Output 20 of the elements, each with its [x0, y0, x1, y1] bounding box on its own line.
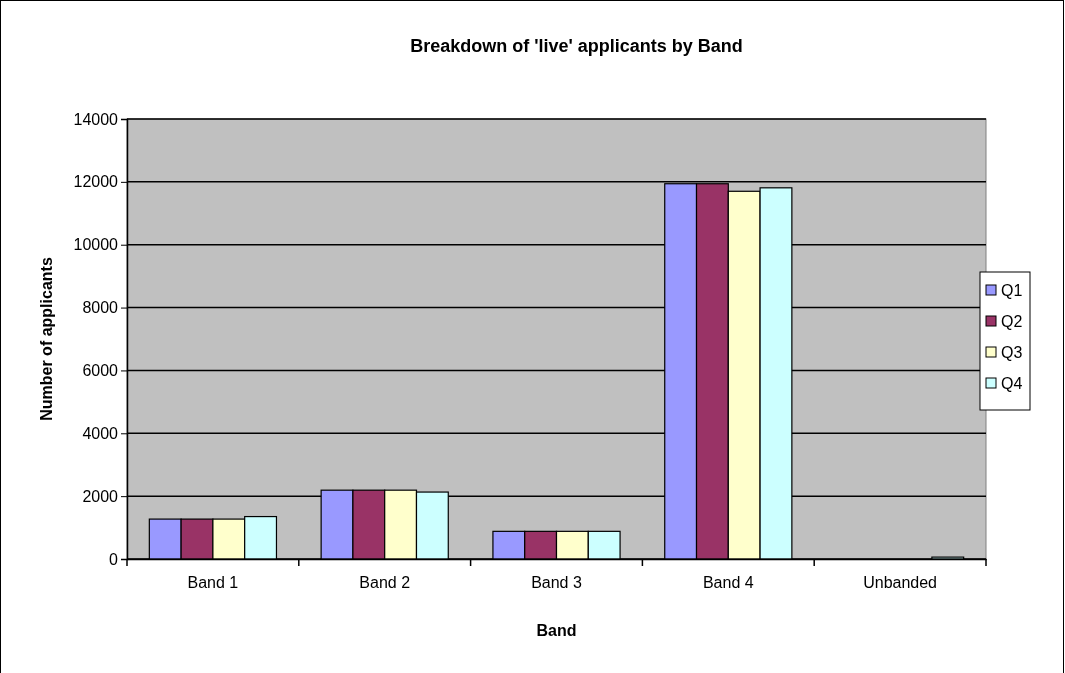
legend-label: Q2	[1001, 313, 1023, 330]
chart-title: Breakdown of 'live' applicants by Band	[410, 36, 743, 56]
x-tick-label: Unbanded	[863, 573, 938, 591]
x-tick-label: Band 3	[531, 573, 582, 591]
y-tick-label: 14000	[73, 110, 119, 128]
y-tick-label: 0	[109, 550, 119, 568]
y-tick-label: 6000	[82, 362, 119, 380]
legend-label: Q1	[1001, 282, 1023, 299]
y-tick-label: 2000	[82, 487, 119, 505]
y-tick-label: 4000	[82, 424, 119, 442]
x-tick-label: Band 1	[187, 573, 239, 591]
legend-label: Q4	[1001, 375, 1023, 392]
y-tick-label: 12000	[73, 173, 119, 191]
y-axis-title: Number of applicants	[38, 257, 55, 421]
y-tick-label: 10000	[73, 236, 119, 254]
legend-label: Q3	[1001, 344, 1023, 361]
x-tick-label: Band 2	[359, 573, 411, 591]
x-tick-label: Band 4	[702, 573, 754, 591]
y-tick-label: 8000	[82, 299, 119, 317]
x-axis-title: Band	[536, 622, 577, 639]
